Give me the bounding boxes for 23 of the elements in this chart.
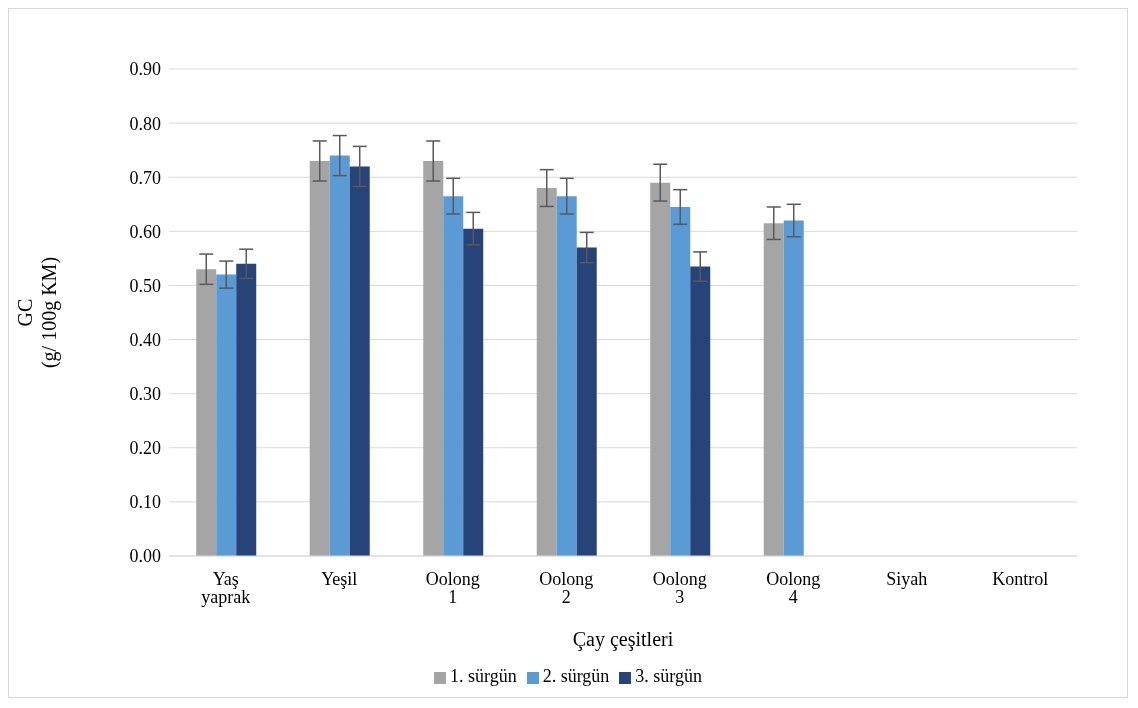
x-tick-label: Siyah [886, 568, 928, 589]
x-tick-label: Oolong 3 [652, 568, 707, 607]
y-tick-label: 0.80 [129, 113, 161, 134]
x-tick-label: Kontrol [992, 568, 1049, 589]
legend-label: 3. sürgün [635, 666, 703, 686]
x-tick-label: Oolong 1 [425, 568, 480, 607]
y-axis-title: GC (g/ 100g KM) [14, 256, 61, 369]
y-tick-label: 0.60 [129, 221, 161, 242]
y-tick-label: 0.20 [129, 438, 161, 459]
y-tick-label: 0.70 [129, 167, 161, 188]
y-tick-label: 0.00 [129, 546, 161, 567]
y-tick-label: 0.90 [129, 59, 161, 80]
x-tick-label: Oolong 2 [539, 568, 594, 607]
y-tick-label: 0.10 [129, 492, 161, 513]
legend-label: 2. sürgün [542, 666, 610, 686]
x-tick-label: Oolong 4 [766, 568, 821, 607]
x-axis-title: Çay çeşitleri [572, 628, 674, 651]
legend-label: 1. sürgün [449, 666, 517, 686]
y-tick-label: 0.40 [129, 329, 161, 350]
x-tick-label: Yeşil [321, 568, 358, 589]
y-tick-label: 0.50 [129, 275, 161, 296]
y-tick-label: 0.30 [129, 384, 161, 405]
x-tick-label: Yaş yaprak [201, 568, 251, 607]
